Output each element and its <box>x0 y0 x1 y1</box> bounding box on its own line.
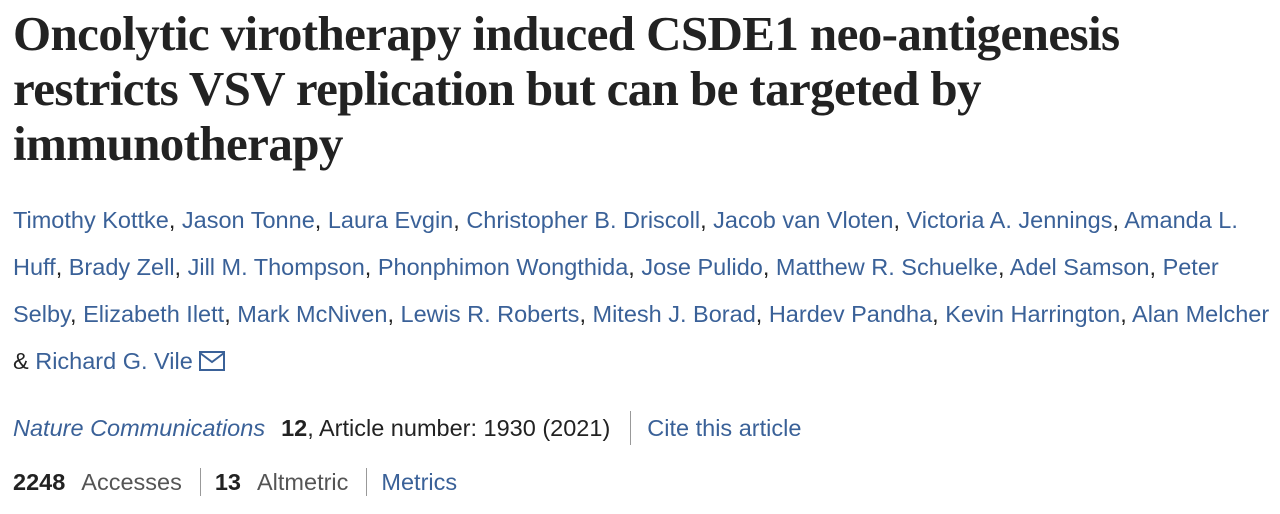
author-separator: , <box>997 254 1005 280</box>
metrics-line: 2248 Accesses 13 Altmetric Metrics <box>13 467 1270 497</box>
divider <box>630 411 632 445</box>
journal-name[interactable]: Nature Communications <box>13 415 266 441</box>
author-name[interactable]: Richard G. Vile <box>35 348 193 374</box>
metric-value: 2248 <box>13 469 66 495</box>
author-name[interactable]: Mitesh J. Borad <box>592 301 756 327</box>
metric-label: Altmetric <box>257 469 349 495</box>
author-separator: , <box>168 207 176 233</box>
metrics-link[interactable]: Metrics <box>381 469 458 495</box>
author-separator: , <box>453 207 460 233</box>
title-line: restricts VSV replication but can be tar… <box>13 61 982 116</box>
page-body: Oncolytic virotherapy induced CSDE1 neo-… <box>0 6 1280 514</box>
author-name[interactable]: Lewis R. Roberts <box>400 301 580 327</box>
author-separator: , <box>314 207 322 233</box>
author-name[interactable]: Hardev Pandha <box>768 301 933 327</box>
author-name[interactable]: Mark McNiven <box>237 301 388 327</box>
metric-label: Accesses <box>81 469 182 495</box>
metric-value: 13 <box>214 469 241 495</box>
author-name[interactable]: Kevin Harrington <box>945 301 1121 327</box>
author-name[interactable]: Brady Zell <box>68 254 175 280</box>
author-name[interactable]: Laura Evgin <box>327 207 454 233</box>
author-name[interactable]: Peter Selby <box>13 254 1219 327</box>
author-separator: , <box>55 254 63 280</box>
author-separator: , <box>932 301 939 327</box>
author-separator: , <box>762 254 770 280</box>
author-name[interactable]: Amanda L. Huff <box>13 207 1238 280</box>
email-icon[interactable] <box>198 351 225 371</box>
author-separator: , <box>893 207 900 233</box>
title-line: Oncolytic virotherapy induced CSDE1 neo-… <box>13 6 1120 61</box>
article-header: Oncolytic virotherapy induced CSDE1 neo-… <box>0 6 1280 497</box>
author-separator: , <box>364 254 372 280</box>
author-separator: , <box>1112 207 1120 233</box>
author-separator: , <box>1120 301 1127 327</box>
author-name[interactable]: Christopher B. Driscoll <box>466 207 701 233</box>
author-separator: , <box>1149 254 1157 280</box>
author-separator: , <box>174 254 182 280</box>
author-separator: , <box>579 301 586 327</box>
author-name[interactable]: Matthew R. Schuelke <box>775 254 998 280</box>
divider <box>366 468 368 496</box>
author-name[interactable]: Jacob van Vloten <box>713 207 894 233</box>
author-name[interactable]: Timothy Kottke <box>13 207 169 233</box>
volume: 12 <box>281 415 308 441</box>
author-separator: , <box>755 301 763 327</box>
author-separator: , <box>700 207 707 233</box>
author-separator: & <box>13 348 29 374</box>
author-list: Timothy Kottke, Jason Tonne, Laura Evgin… <box>13 197 1270 385</box>
title-line: immunotherapy <box>13 116 343 171</box>
author-name[interactable]: Adel Samson <box>1009 254 1150 280</box>
article-title: Oncolytic virotherapy induced CSDE1 neo-… <box>13 6 1270 171</box>
author-separator: , <box>70 301 77 327</box>
citation-line: Nature Communications 12 , Article numbe… <box>13 411 1270 445</box>
author-name[interactable]: Jason Tonne <box>181 207 315 233</box>
author-separator: , <box>387 301 394 327</box>
author-name[interactable]: Phonphimon Wongthida <box>377 254 629 280</box>
citation-details: , Article number: 1930 (2021) <box>307 415 611 441</box>
cite-link[interactable]: Cite this article <box>647 415 802 441</box>
author-separator: , <box>628 254 635 280</box>
author-name[interactable]: Elizabeth Ilett <box>83 301 225 327</box>
divider <box>199 468 201 496</box>
author-name[interactable]: Alan Melcher <box>1132 301 1270 327</box>
author-name[interactable]: Jose Pulido <box>641 254 763 280</box>
author-name[interactable]: Victoria A. Jennings <box>906 207 1113 233</box>
author-name[interactable]: Jill M. Thompson <box>187 254 365 280</box>
author-separator: , <box>224 301 231 327</box>
